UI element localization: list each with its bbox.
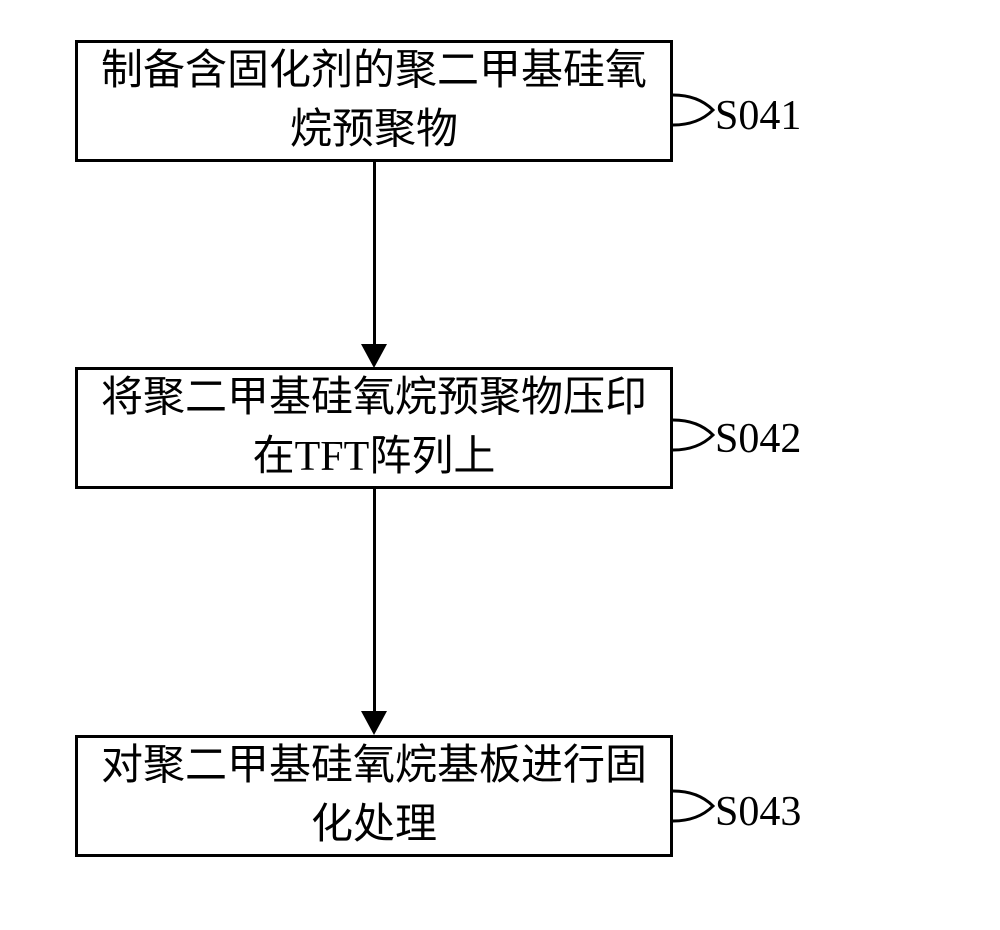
arrow-2-head: [361, 711, 387, 735]
flowchart-node-2: 将聚二甲基硅氧烷预聚物压印在TFT阵列上: [75, 367, 673, 489]
arrow-1-line: [373, 162, 376, 352]
label-connector-2: [673, 410, 718, 460]
node-3-label: S043: [715, 788, 801, 836]
arrow-1-head: [361, 344, 387, 368]
node-3-text: 对聚二甲基硅氧烷基板进行固化处理: [98, 737, 650, 855]
flowchart-node-1: 制备含固化剂的聚二甲基硅氧烷预聚物: [75, 40, 673, 162]
node-1-label: S041: [715, 92, 801, 140]
flowchart-node-3: 对聚二甲基硅氧烷基板进行固化处理: [75, 735, 673, 857]
node-1-text: 制备含固化剂的聚二甲基硅氧烷预聚物: [98, 42, 650, 160]
node-2-text: 将聚二甲基硅氧烷预聚物压印在TFT阵列上: [98, 369, 650, 487]
label-connector-3: [673, 781, 718, 831]
node-2-label: S042: [715, 415, 801, 463]
label-connector-1: [673, 85, 718, 135]
arrow-2-line: [373, 489, 376, 719]
